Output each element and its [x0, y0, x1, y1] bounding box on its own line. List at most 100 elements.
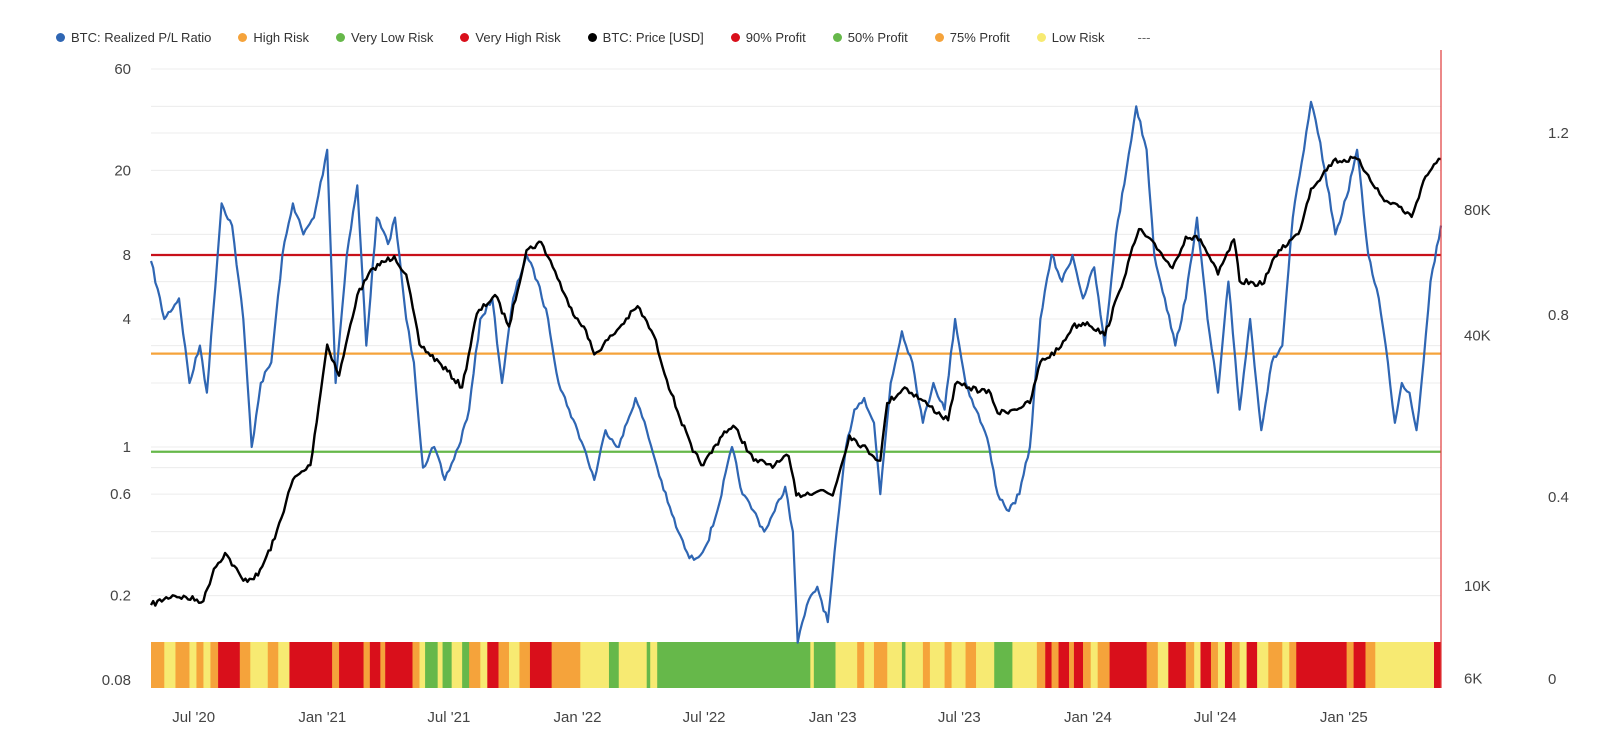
x-tick-label: Jul '20	[172, 709, 215, 726]
risk-band-segment	[487, 642, 499, 688]
risk-band-segment	[1146, 642, 1159, 688]
risk-band-segment	[332, 642, 340, 688]
x-tick-label: Jul '24	[1194, 709, 1237, 726]
legend-item-50-profit[interactable]: 50% Profit	[832, 29, 908, 45]
risk-band-segment	[1282, 642, 1290, 688]
legend-label: Low Risk	[1051, 29, 1105, 45]
legend-label: 50% Profit	[847, 29, 908, 45]
legend-item-btc-realized-p-l-ratio[interactable]: BTC: Realized P/L Ratio	[56, 30, 211, 45]
legend-item-90-profit[interactable]: 90% Profit	[730, 30, 806, 45]
left-tick-label: 60	[114, 61, 131, 78]
risk-band-segment	[1353, 642, 1366, 688]
risk-band-segment	[442, 642, 453, 688]
risk-band-segment	[1097, 642, 1110, 688]
risk-band-segment	[901, 642, 906, 688]
legend-item-very-low-risk[interactable]: Very Low Risk	[336, 30, 433, 45]
risk-band-segment	[864, 642, 875, 688]
risk-band-segment	[922, 642, 931, 688]
risk-band-segment	[519, 642, 531, 688]
legend-dot-icon	[1036, 32, 1046, 42]
x-tick-label: Jul '21	[427, 709, 470, 726]
risk-band-segment	[1058, 642, 1070, 688]
risk-band-segment	[175, 642, 190, 688]
x-tick-label: Jan '23	[809, 709, 857, 726]
x-tick-label: Jul '22	[683, 709, 726, 726]
risk-band-segment	[469, 642, 481, 688]
risk-band-segment	[1012, 642, 1038, 688]
legend-dot-icon	[336, 32, 346, 42]
risk-band-segment	[1168, 642, 1187, 688]
legend-label: Very High Risk	[475, 29, 561, 45]
risk-band-segment	[1239, 642, 1248, 688]
risk-band-segment	[580, 642, 610, 688]
price-axis: 80K 40K 10K 6K	[1464, 202, 1491, 687]
price-tick-label: 10K	[1464, 578, 1491, 595]
risk-band-segment	[944, 642, 952, 688]
risk-band-segment	[1346, 642, 1355, 688]
risk-band-segment	[369, 642, 381, 688]
risk-band-segment	[1246, 642, 1258, 688]
right-tick-label: 0	[1548, 671, 1556, 688]
risk-band-segment	[1200, 642, 1212, 688]
risk-band-segment	[873, 642, 888, 688]
left-tick-label: 4	[123, 311, 131, 328]
risk-band-segment	[462, 642, 470, 688]
risk-band-segment	[1231, 642, 1241, 688]
legend-item-high-risk[interactable]: High Risk	[238, 30, 309, 45]
risk-band-segment	[1296, 642, 1348, 688]
left-tick-label: 0.6	[110, 486, 131, 503]
legend-label: BTC: Realized P/L Ratio	[71, 29, 212, 45]
left-tick-label: 0.2	[110, 588, 131, 605]
legend-dot-icon	[460, 32, 470, 42]
risk-band-segment	[646, 642, 651, 688]
left-tick-label: 8	[123, 247, 131, 264]
risk-band-segment	[810, 642, 815, 688]
risk-band-segment	[508, 642, 520, 688]
risk-band-segment	[339, 642, 364, 688]
legend-item-low-risk[interactable]: Low Risk	[1036, 29, 1105, 45]
risk-band-segment	[1185, 642, 1195, 688]
risk-band-segment	[551, 642, 581, 688]
risk-band-segment	[1045, 642, 1052, 688]
x-tick-label: Jul '23	[938, 709, 981, 726]
risk-band-segment	[189, 642, 197, 688]
risk-band-segment	[451, 642, 463, 688]
risk-band-segment	[151, 642, 165, 688]
x-axis: Jul '20 Jan '21 Jul '21 Jan '22 Jul '22 Jan '…	[172, 709, 1368, 726]
legend: BTC: Realized P/L Ratio High Risk Very Low…	[56, 26, 1151, 48]
risk-band-segment	[1083, 642, 1092, 688]
right-tick-label: 0.4	[1548, 489, 1569, 506]
risk-band-segment	[437, 642, 443, 688]
risk-band-segment	[1069, 642, 1075, 688]
risk-band-segment	[1210, 642, 1219, 688]
risk-band-segment	[905, 642, 924, 688]
series-line-realized-pl-ratio	[149, 100, 1443, 644]
legend-item-btc-price-usd[interactable]: BTC: Price [USD]	[587, 29, 704, 45]
legend-item-75-profit[interactable]: 75% Profit	[934, 30, 1010, 45]
risk-band-segment	[385, 642, 413, 688]
risk-band-segment	[380, 642, 386, 688]
left-tick-label: 1	[123, 439, 131, 456]
left-axis: 60 20 8 4 1 0.6 0.2 0.08	[102, 61, 131, 689]
risk-band-segment	[1109, 642, 1148, 688]
risk-band-segment	[289, 642, 333, 688]
risk-band-segment	[196, 642, 204, 688]
risk-band-segment	[929, 642, 945, 688]
legend-label: BTC: Price [USD]	[602, 29, 704, 45]
x-tick-label: Jan '22	[554, 709, 602, 726]
legend-dot-icon	[934, 32, 944, 42]
risk-band-segment	[1257, 642, 1269, 688]
risk-band-segment	[498, 642, 510, 688]
risk-band-segment	[419, 642, 426, 688]
risk-band-segment	[1073, 642, 1084, 688]
risk-band-segment	[657, 642, 811, 688]
legend-more-button[interactable]: ---	[1137, 29, 1151, 45]
risk-band-segment	[1268, 642, 1283, 688]
risk-band-segment	[1036, 642, 1046, 688]
legend-item-very-high-risk[interactable]: Very High Risk	[460, 29, 561, 45]
risk-band-segment	[425, 642, 439, 688]
risk-band-segment	[250, 642, 269, 688]
price-tick-label: 6K	[1464, 670, 1482, 687]
